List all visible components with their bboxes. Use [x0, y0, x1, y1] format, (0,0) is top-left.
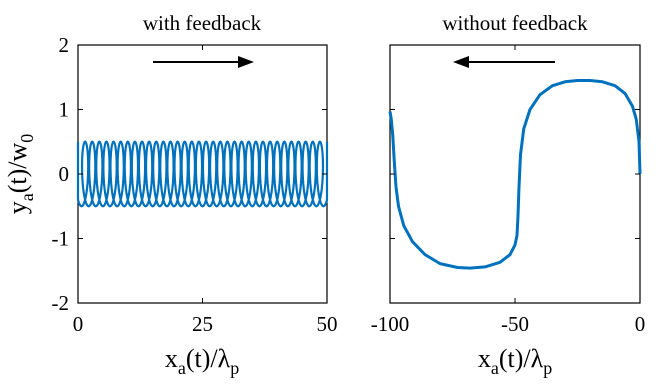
- left-y-axis-label: ya(t)/w0: [3, 134, 37, 215]
- left-x-tick-label: 25: [192, 312, 213, 336]
- left-y-tick-label: 2: [59, 33, 70, 57]
- left-y-ticks: -2 -1 0 1 2: [52, 33, 327, 315]
- left-x-tick-label: 0: [73, 312, 84, 336]
- right-x-axis-label: xa(t)/λp: [478, 344, 552, 378]
- panel-right: without feedback -100 -50 0 xa(t)/λp: [371, 11, 646, 378]
- right-arrow-head: [453, 56, 469, 68]
- left-arrow-head: [238, 56, 254, 68]
- left-x-axis-label: xa(t)/λp: [165, 344, 239, 378]
- right-x-tick-label: -50: [501, 312, 529, 336]
- panel-left: with feedback -2 -1 0 1 2 0 25 50 ya(t)/w0 xa(…: [3, 11, 338, 378]
- left-y-tick-label: 1: [59, 98, 70, 122]
- left-x-tick-label: 50: [317, 312, 338, 336]
- right-x-ticks: -100 -50 0: [371, 45, 646, 336]
- right-series-line: [388, 78, 642, 270]
- left-title: with feedback: [143, 11, 262, 35]
- left-series-line: [76, 140, 329, 208]
- right-y-ticks: [390, 44, 640, 304]
- right-title: without feedback: [442, 11, 588, 35]
- right-x-tick-label: 0: [635, 312, 646, 336]
- left-y-tick-label: -1: [52, 227, 70, 251]
- left-y-tick-label: 0: [59, 162, 70, 186]
- right-plot-frame: [389, 44, 641, 304]
- left-y-tick-label: -2: [52, 291, 70, 315]
- left-x-ticks: 0 25 50: [73, 45, 338, 336]
- right-x-tick-label: -100: [371, 312, 410, 336]
